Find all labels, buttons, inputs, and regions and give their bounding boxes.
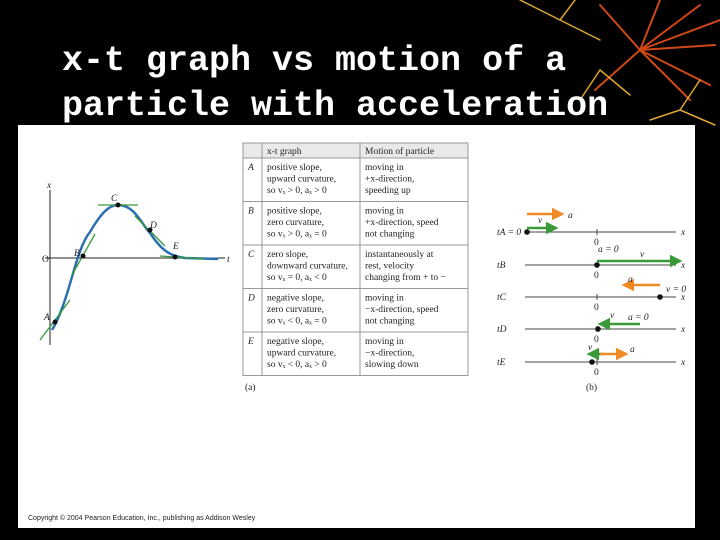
vector-label: a = 0 bbox=[628, 313, 649, 323]
vector-label: v bbox=[588, 343, 593, 353]
fireworks bbox=[519, 0, 720, 126]
particle bbox=[589, 359, 595, 365]
vector-label: a = 0 bbox=[598, 245, 619, 255]
row-label: D bbox=[247, 294, 255, 304]
row-label: E bbox=[247, 337, 254, 347]
row-graph-text: negative slope, bbox=[267, 337, 324, 347]
vector-label: a bbox=[628, 275, 633, 285]
figure: x t O A B C D E (a) x-t graph Motion of particle A p… bbox=[28, 142, 686, 522]
vector-label: a bbox=[630, 345, 635, 355]
time-label: tA = 0 bbox=[497, 228, 521, 238]
axis-label: x bbox=[680, 325, 686, 335]
row-label: A bbox=[247, 163, 254, 173]
vector-label: v bbox=[538, 216, 543, 226]
row-graph-text: positive slope, bbox=[267, 207, 322, 217]
row-graph-text: so vₓ > 0, aₓ = 0 bbox=[267, 230, 327, 240]
time-label: tC bbox=[497, 293, 507, 303]
table-header: x-t graph bbox=[267, 147, 302, 157]
point-label: B bbox=[74, 249, 80, 259]
row-graph-text: so vₓ = 0, aₓ < 0 bbox=[267, 273, 327, 283]
row-motion-text: moving in bbox=[365, 337, 404, 347]
row-motion-text: −x-direction, speed bbox=[365, 305, 439, 315]
point bbox=[80, 253, 86, 259]
vector-label: v bbox=[610, 311, 615, 321]
figure-panel bbox=[18, 125, 695, 528]
row-label: C bbox=[248, 250, 255, 260]
table-header: Motion of particle bbox=[365, 146, 434, 157]
particle bbox=[594, 262, 600, 268]
row-label: B bbox=[248, 207, 254, 217]
row-graph-text: downward curvature, bbox=[267, 262, 348, 272]
row-graph-text: zero curvature, bbox=[267, 218, 324, 228]
point-label: E bbox=[172, 242, 179, 252]
origin-label: O bbox=[42, 255, 49, 265]
vector-label: a bbox=[568, 211, 573, 221]
time-label: tE bbox=[497, 358, 506, 368]
row-motion-text: −x-direction, bbox=[365, 349, 414, 359]
caption: (b) bbox=[586, 382, 597, 393]
particle bbox=[595, 326, 601, 332]
row-motion-text: not changing bbox=[365, 230, 415, 240]
title-line: x-t graph vs motion of a bbox=[62, 41, 566, 81]
zero-label: 0 bbox=[594, 303, 599, 313]
axis-label: x bbox=[680, 261, 686, 271]
vector-label: v = 0 bbox=[666, 285, 686, 295]
row-motion-text: +x-direction, bbox=[365, 175, 414, 185]
row-graph-text: positive slope, bbox=[267, 163, 322, 173]
point-label: A bbox=[43, 313, 50, 323]
point bbox=[147, 227, 153, 233]
row-motion-text: moving in bbox=[365, 294, 404, 304]
axis-label: x bbox=[680, 293, 686, 303]
point-label: C bbox=[111, 194, 118, 204]
zero-label: 0 bbox=[594, 271, 599, 281]
row-graph-text: upward curvature, bbox=[267, 175, 336, 185]
particle bbox=[657, 294, 663, 300]
row-motion-text: rest, velocity bbox=[365, 262, 414, 272]
row-motion-text: moving in bbox=[365, 207, 404, 217]
zero-label: 0 bbox=[594, 368, 599, 378]
point bbox=[115, 202, 121, 208]
row-graph-text: zero slope, bbox=[267, 250, 308, 260]
time-label: tD bbox=[497, 325, 507, 335]
row-graph-text: so vₓ < 0, aₓ > 0 bbox=[267, 360, 327, 370]
row-graph-text: negative slope, bbox=[267, 294, 324, 304]
tangent bbox=[159, 255, 206, 260]
copyright: Copyright © 2004 Pearson Education, Inc.… bbox=[28, 514, 256, 522]
point-label: D bbox=[149, 221, 157, 231]
particle bbox=[524, 229, 530, 235]
row-motion-text: not changing bbox=[365, 317, 415, 327]
point bbox=[52, 319, 58, 325]
row-graph-text: zero curvature, bbox=[267, 305, 324, 315]
row-graph-text: so vₓ < 0, aₓ = 0 bbox=[267, 317, 327, 327]
row-motion-text: moving in bbox=[365, 163, 404, 173]
row-motion-text: instantaneously at bbox=[365, 250, 434, 260]
point bbox=[172, 254, 178, 260]
table-row bbox=[242, 331, 469, 376]
row-graph-text: upward curvature, bbox=[267, 349, 336, 359]
zero-label: 0 bbox=[594, 238, 599, 248]
time-label: tB bbox=[497, 261, 506, 271]
vector-label: v bbox=[640, 250, 645, 260]
axis-label: x bbox=[680, 358, 686, 368]
row-graph-text: so vₓ > 0, aₓ > 0 bbox=[267, 186, 327, 196]
caption: (a) bbox=[245, 382, 256, 393]
axis-label: t bbox=[227, 255, 230, 265]
zero-label: 0 bbox=[594, 335, 599, 345]
axis-label: x bbox=[680, 228, 686, 238]
title-line: particle with acceleration bbox=[62, 86, 608, 126]
row-motion-text: +x-direction, speed bbox=[365, 218, 439, 228]
row-motion-text: speeding up bbox=[365, 186, 411, 196]
row-motion-text: changing from + to − bbox=[365, 272, 446, 283]
axis-label: x bbox=[46, 181, 52, 191]
row-motion-text: slowing down bbox=[365, 360, 419, 370]
